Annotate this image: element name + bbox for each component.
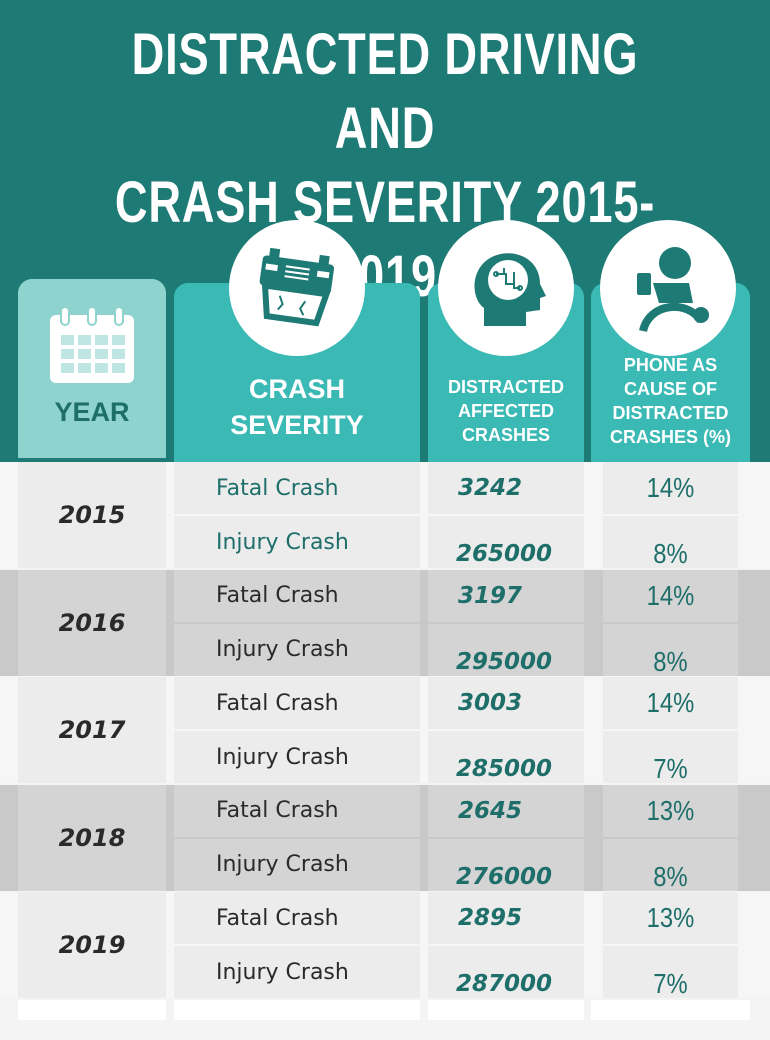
crashes-cell: 287000	[428, 946, 584, 998]
severity-cell: Injury Crash	[174, 946, 420, 998]
severity-cell: Fatal Crash	[174, 569, 420, 622]
header-year: YEAR	[18, 279, 166, 458]
crashes-cell: 276000	[428, 838, 584, 891]
year-cell: 2015	[18, 462, 166, 568]
severity-cell: Injury Crash	[174, 623, 420, 676]
crashes-cell: 3242	[428, 462, 584, 514]
driver-phone-icon	[637, 247, 709, 333]
year-block: 2019 Fatal Crash 2895 13% Injury Crash 287000…	[0, 892, 770, 999]
table-footer-strip	[0, 1000, 770, 1020]
crashes-cell: 2895	[428, 892, 584, 944]
crashes-cell: 3197	[428, 569, 584, 622]
year-block: 2016 Fatal Crash 3197 14% Injury Crash 295000…	[0, 569, 770, 677]
year-block: 2018 Fatal Crash 2645 13% Injury Crash 276000…	[0, 784, 770, 892]
crashes-cell: 295000	[428, 623, 584, 676]
phone-pct-cell: 8%	[602, 838, 739, 892]
crashes-cell: 3003	[428, 677, 584, 729]
phone-pct-cell: 14%	[602, 569, 739, 622]
severity-cell: Fatal Crash	[174, 462, 420, 514]
crash-icon-circle	[229, 220, 365, 356]
crashes-cell: 2645	[428, 784, 584, 837]
phone-pct-cell: 13%	[602, 892, 739, 944]
severity-cell: Fatal Crash	[174, 784, 420, 837]
crashes-cell: 265000	[428, 516, 584, 568]
crashes-cell: 285000	[428, 731, 584, 783]
severity-cell: Fatal Crash	[174, 677, 420, 729]
header-year-label: YEAR	[54, 397, 130, 427]
brain-circuit-head-icon	[474, 253, 546, 326]
severity-cell: Fatal Crash	[174, 892, 420, 944]
phone-pct-cell: 8%	[602, 516, 739, 569]
phone-icon-circle	[600, 220, 736, 356]
phone-pct-cell: 14%	[602, 677, 739, 729]
overturned-car-icon	[259, 247, 335, 327]
phone-pct-cell: 13%	[602, 784, 739, 837]
year-cell: 2018	[18, 784, 166, 891]
page-title: DISTRACTED DRIVING AND CRASH SEVERITY 20…	[114, 22, 656, 309]
severity-cell: Injury Crash	[174, 838, 420, 891]
phone-pct-cell: 14%	[602, 462, 739, 514]
severity-cell: Injury Crash	[174, 731, 420, 783]
year-block: 2015 Fatal Crash 3242 14% Injury Crash 265000…	[0, 462, 770, 569]
year-cell: 2016	[18, 569, 166, 676]
year-cell: 2019	[18, 892, 166, 998]
severity-cell: Injury Crash	[174, 516, 420, 568]
phone-pct-cell: 7%	[602, 731, 739, 784]
phone-pct-cell: 7%	[602, 946, 739, 999]
phone-pct-cell: 8%	[602, 623, 739, 677]
brain-icon-circle	[438, 220, 574, 356]
year-block: 2017 Fatal Crash 3003 14% Injury Crash 285000…	[0, 677, 770, 784]
year-cell: 2017	[18, 677, 166, 783]
calendar-icon	[50, 306, 134, 383]
